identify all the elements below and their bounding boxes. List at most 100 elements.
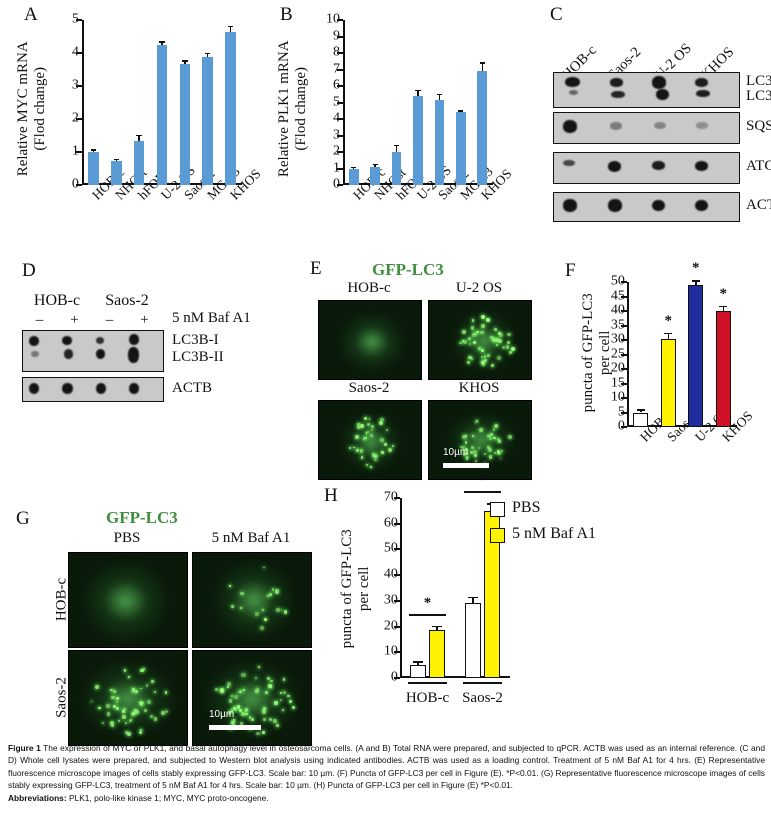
y-tick-label: 10 bbox=[383, 643, 398, 659]
blot-band bbox=[694, 77, 708, 87]
gfp-punctum bbox=[256, 731, 260, 736]
gfp-punctum bbox=[461, 434, 466, 439]
cell-body bbox=[78, 658, 177, 740]
image-label-u-2-os: U-2 OS bbox=[455, 280, 503, 296]
gfp-punctum bbox=[483, 355, 487, 358]
blot-band bbox=[95, 383, 107, 395]
x-axis-label-hob-c: HOB-c bbox=[405, 690, 450, 706]
y-tick bbox=[621, 397, 627, 399]
gfp-punctum bbox=[502, 345, 506, 349]
error-cap bbox=[664, 332, 673, 335]
gfp-punctum bbox=[112, 704, 117, 709]
bar-nhost bbox=[111, 161, 122, 185]
error-bar bbox=[229, 25, 232, 32]
error-cap bbox=[636, 409, 645, 411]
bar-hob-c bbox=[633, 412, 649, 427]
gfp-punctum bbox=[269, 593, 273, 596]
blot-label-lc3b-i: LC3B-I bbox=[746, 73, 771, 89]
error-cap bbox=[182, 60, 188, 62]
y-tick bbox=[394, 651, 400, 654]
legend-swatch-5-nm-baf-a1 bbox=[490, 528, 505, 543]
y-tick-label: 4 bbox=[71, 44, 79, 60]
gfp-punctum bbox=[478, 446, 481, 449]
gfp-punctum bbox=[243, 689, 246, 691]
blot-band bbox=[62, 335, 73, 346]
gfp-punctum bbox=[280, 692, 283, 695]
significance-line bbox=[408, 613, 447, 616]
gfp-punctum bbox=[125, 731, 129, 735]
gfp-punctum bbox=[482, 359, 486, 364]
panel-b-y-axis-title: Relative PLK1 mRNA (Flod change) bbox=[276, 40, 309, 178]
panel-f: F puncta of GFP-LC3 per cell 0 5 10 15 20 25 3… bbox=[535, 258, 771, 483]
gfp-punctum bbox=[139, 730, 142, 734]
gfp-punctum bbox=[95, 685, 99, 689]
panel-h-letter: H bbox=[324, 485, 338, 506]
gfp-punctum bbox=[365, 431, 368, 434]
gfp-punctum bbox=[475, 333, 478, 336]
y-tick-label: 10 bbox=[326, 11, 340, 27]
panel-b-letter: B bbox=[280, 4, 293, 25]
gfp-punctum bbox=[98, 706, 102, 710]
gfp-punctum bbox=[380, 417, 384, 422]
gfp-punctum bbox=[493, 327, 497, 331]
y-axis bbox=[400, 498, 402, 678]
figure-caption: Figure 1 The expression of MYC or PLK1, … bbox=[8, 742, 765, 804]
gfp-punctum bbox=[134, 690, 138, 693]
gfp-punctum bbox=[481, 362, 486, 366]
gfp-punctum bbox=[378, 421, 383, 426]
blot-band bbox=[31, 351, 39, 357]
cell-body bbox=[81, 558, 170, 644]
gfp-punctum bbox=[494, 452, 496, 455]
gfp-punctum bbox=[122, 707, 126, 711]
gfp-punctum bbox=[370, 465, 373, 469]
gfp-punctum bbox=[121, 709, 125, 714]
column-label-5-nm-baf-a1: 5 nM Baf A1 bbox=[211, 530, 291, 546]
bar-hob-c-pbs bbox=[409, 665, 427, 678]
gfp-punctum bbox=[507, 332, 511, 337]
gfp-punctum bbox=[360, 424, 364, 428]
y-tick-label: 25 bbox=[610, 346, 625, 362]
panel-h-legend: PBS 5 nM Baf A1 bbox=[490, 499, 650, 562]
y-tick-label: 20 bbox=[383, 618, 398, 634]
panel-d: D HOB-c Saos-2 – + – +5 nM Baf A1 LC3B-I LC3B-I… bbox=[0, 258, 300, 473]
blot-band bbox=[696, 90, 710, 98]
gfp-punctum bbox=[274, 701, 278, 705]
gfp-punctum bbox=[150, 679, 155, 684]
blot-band bbox=[28, 383, 40, 395]
gfp-punctum bbox=[123, 669, 127, 672]
gfp-punctum bbox=[90, 700, 93, 703]
error-bar bbox=[417, 661, 419, 666]
group-baseline bbox=[462, 682, 503, 684]
gfp-punctum bbox=[110, 720, 115, 725]
gfp-punctum bbox=[140, 687, 143, 690]
scale-bar-text: 10µm bbox=[443, 447, 469, 458]
group-label-saos-2: Saos-2 bbox=[105, 292, 149, 309]
error-cap bbox=[415, 89, 421, 92]
y-axis bbox=[343, 20, 345, 185]
y-tick bbox=[621, 353, 627, 356]
bar-hfob bbox=[391, 152, 402, 185]
y-tick bbox=[621, 324, 627, 327]
y-tick-label: 1 bbox=[333, 160, 340, 176]
error-cap bbox=[479, 62, 485, 64]
x-axis bbox=[400, 676, 510, 678]
micrograph-saos-2-pbs bbox=[68, 650, 188, 746]
bar-saos-2 bbox=[434, 99, 445, 185]
significance-line bbox=[463, 491, 502, 494]
panel-a-plot-area: 0 1 2 3 4 5 HOB-c NHOst hFOB U-2 OS Saos-2 MG-63 KHO… bbox=[72, 12, 263, 203]
gfp-punctum bbox=[492, 337, 497, 342]
panel-f-plot-area: 0 5 10 15 20 25 30 35 40 45 50 HOB-c * Saos-2 * U-2 OS *… bbox=[611, 260, 756, 444]
abbreviations-label: Abbreviations: bbox=[8, 792, 67, 803]
gfp-punctum bbox=[239, 690, 243, 694]
gfp-punctum bbox=[280, 608, 283, 611]
gfp-punctum bbox=[381, 451, 384, 454]
gfp-punctum bbox=[490, 432, 494, 436]
gfp-punctum bbox=[371, 452, 375, 456]
y-tick-label: 40 bbox=[383, 566, 398, 582]
gfp-punctum bbox=[131, 712, 135, 715]
gfp-punctum bbox=[238, 708, 242, 712]
panel-g: G GFP-LC3 PBS 5 nM Baf A1 HOB-c Saos-2 10µm bbox=[8, 480, 312, 746]
gfp-punctum bbox=[139, 729, 142, 732]
gfp-punctum bbox=[149, 714, 153, 719]
gfp-punctum bbox=[387, 447, 392, 452]
